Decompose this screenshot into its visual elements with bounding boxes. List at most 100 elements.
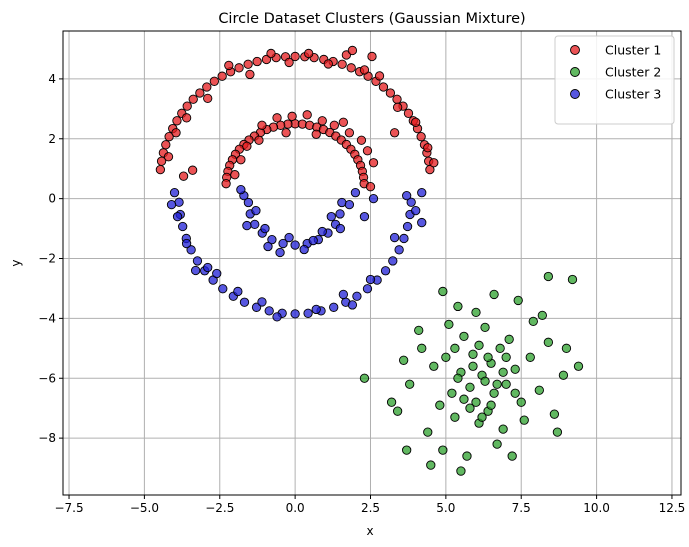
cluster-3-point — [264, 306, 274, 316]
cluster-2-point — [558, 370, 569, 380]
cluster-2-point — [510, 364, 520, 374]
cluster-3-point — [308, 235, 318, 246]
cluster-1-point — [243, 59, 253, 69]
cluster-2-point — [483, 352, 493, 362]
cluster-1-point — [178, 171, 189, 181]
cluster-1-point — [385, 88, 396, 98]
cluster-2-point — [414, 325, 424, 336]
cluster-3-point — [203, 262, 213, 273]
cluster-2-point — [459, 394, 469, 404]
cluster-2-point — [468, 361, 478, 371]
cluster-2-point — [534, 385, 544, 395]
cluster-1-point — [163, 152, 174, 162]
cluster-1-point — [429, 158, 439, 168]
cluster-1-point — [202, 82, 212, 92]
cluster-2-point — [513, 295, 523, 306]
cluster-1-point — [221, 179, 231, 189]
cluster-1-point — [242, 141, 252, 151]
y-tick-label: −4 — [38, 311, 56, 325]
y-tick-label: 4 — [48, 72, 56, 86]
y-axis-label: y — [9, 259, 23, 266]
axis-ticks: −7.5 −5.0 −2.5 0.0 2.5 5.0 7.5 10.0 12.5 −8 −6 −4 −2… — [38, 72, 685, 515]
cluster-1-point — [254, 135, 264, 145]
x-tick-label: 2.5 — [361, 501, 380, 515]
cluster-2-point — [498, 424, 508, 434]
cluster-1-point — [234, 63, 244, 73]
cluster-1-point — [374, 71, 385, 81]
cluster-3-point — [402, 221, 413, 232]
cluster-1-point — [337, 59, 347, 69]
cluster-2-point — [465, 382, 475, 392]
cluster-2-point — [462, 451, 472, 461]
cluster-2-point — [429, 361, 439, 371]
cluster-2-point — [471, 397, 481, 407]
y-tick-label: 0 — [48, 192, 56, 206]
cluster-2-point — [399, 355, 409, 365]
cluster-3-point — [359, 211, 370, 222]
cluster-3-point — [344, 199, 355, 210]
cluster-1-point — [416, 132, 426, 142]
cluster-3-point — [257, 297, 267, 307]
y-tick-label: 2 — [48, 132, 56, 146]
cluster-3-point — [186, 245, 196, 255]
cluster-1-point — [317, 116, 327, 126]
cluster-2-point — [444, 319, 454, 330]
cluster-3-point — [337, 197, 347, 208]
cluster-3-point — [417, 217, 427, 228]
cluster-3-point — [417, 188, 427, 198]
cluster-3-point — [311, 304, 321, 315]
cluster-2-point — [438, 286, 448, 297]
cluster-3-point — [290, 240, 300, 250]
cluster-3-point — [278, 238, 288, 249]
cluster-2-point — [510, 388, 520, 398]
cluster-3-point — [394, 245, 404, 255]
cluster-3-point — [303, 308, 313, 318]
cluster-2-point — [498, 367, 508, 377]
x-tick-label: −2.5 — [205, 501, 234, 515]
x-tick-label: 0.0 — [286, 501, 305, 515]
cluster-3-point — [263, 241, 273, 252]
cluster-3-point — [251, 302, 262, 312]
cluster-3-point — [329, 302, 339, 312]
x-tick-label: 12.5 — [659, 501, 686, 515]
cluster-2-point — [501, 352, 511, 362]
cluster-1-point — [344, 128, 355, 138]
cluster-1-point — [188, 94, 198, 104]
cluster-3-point — [326, 211, 336, 222]
cluster-3-point — [290, 309, 300, 319]
cluster-3-point — [166, 199, 177, 210]
cluster-2-point — [453, 373, 463, 383]
cluster-3-point — [350, 188, 361, 198]
cluster-3-point — [233, 286, 243, 297]
cluster-2-point — [516, 397, 526, 407]
cluster-1-point — [272, 113, 282, 123]
cluster-1-point — [287, 111, 297, 121]
cluster-2-point — [456, 466, 466, 476]
cluster-3-point — [178, 221, 188, 232]
cluster-2-point — [489, 388, 499, 398]
cluster-3-point — [251, 205, 261, 216]
scatter-points — [155, 45, 584, 476]
x-axis-label: x — [366, 524, 373, 538]
cluster-1-point — [423, 143, 433, 153]
cluster-1-point — [195, 88, 205, 98]
cluster-2-point — [543, 271, 554, 282]
cluster-1-point — [411, 117, 421, 127]
cluster-2-point — [519, 415, 529, 425]
cluster-2-point — [495, 343, 505, 353]
cluster-1-point — [392, 94, 402, 104]
cluster-1-point — [172, 116, 182, 126]
y-tick-label: −8 — [38, 431, 56, 445]
cluster-1-point — [425, 164, 435, 175]
cluster-3-point — [388, 256, 398, 266]
cluster-2-point — [528, 316, 538, 327]
cluster-2-point — [453, 301, 463, 312]
x-tick-label: 7.5 — [512, 501, 531, 515]
cluster-3-point — [335, 209, 345, 219]
cluster-2-point — [573, 361, 584, 371]
legend-marker-cluster-1 — [570, 45, 580, 55]
cluster-2-point — [450, 412, 460, 422]
cluster-3-point — [169, 188, 180, 198]
cluster-3-point — [172, 211, 183, 222]
cluster-2-point — [480, 376, 490, 386]
